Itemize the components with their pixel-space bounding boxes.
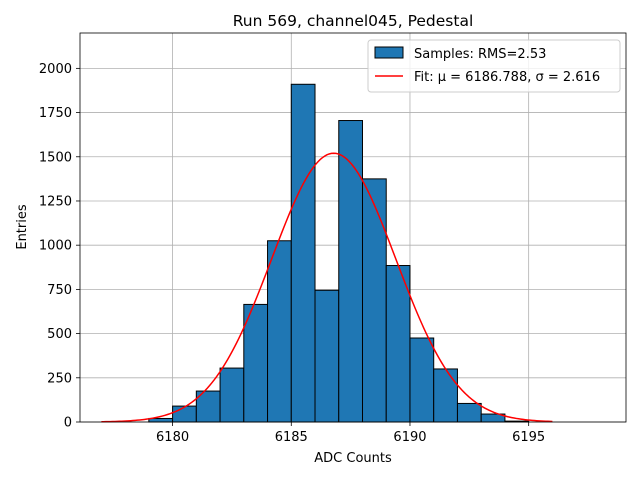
chart-title: Run 569, channel045, Pedestal xyxy=(233,12,474,30)
y-axis-label: Entries xyxy=(15,204,30,250)
histogram-bar xyxy=(290,83,316,423)
y-tick-label: 1000 xyxy=(39,239,72,254)
histogram-bar xyxy=(433,368,458,423)
y-tick-label: 750 xyxy=(47,283,72,298)
x-tick-label: 6185 xyxy=(275,430,308,445)
y-tick-label: 500 xyxy=(47,327,72,342)
histogram-bar xyxy=(219,367,245,423)
legend: Samples: RMS=2.53 Fit: μ = 6186.788, σ =… xyxy=(367,39,621,93)
legend-box xyxy=(367,39,621,93)
x-axis-label: ADC Counts xyxy=(314,451,392,466)
y-tick-label: 0 xyxy=(64,416,72,431)
histogram-bar xyxy=(456,402,482,423)
legend-samples-label: Samples: RMS=2.53 xyxy=(414,47,546,62)
histogram-bar xyxy=(361,178,387,423)
histogram-bar xyxy=(338,120,363,423)
y-tick-label: 250 xyxy=(47,371,72,386)
histogram-bar xyxy=(148,417,174,423)
histogram-bar xyxy=(314,289,340,423)
y-tick-label: 2000 xyxy=(39,62,72,77)
fit-curve xyxy=(101,152,553,423)
histogram-bar xyxy=(385,265,411,423)
plot-frame xyxy=(79,32,627,423)
y-tick-label: 1750 xyxy=(39,106,72,121)
y-tick-label: 1500 xyxy=(39,150,72,165)
x-tick-label: 6195 xyxy=(512,430,545,445)
histogram-bar xyxy=(409,337,435,423)
legend-fit-label: Fit: μ = 6186.788, σ = 2.616 xyxy=(414,70,600,85)
legend-samples-swatch xyxy=(374,46,404,59)
histogram-bar xyxy=(267,240,292,423)
y-tick-label: 1250 xyxy=(39,194,72,209)
x-tick-label: 6180 xyxy=(156,430,189,445)
histogram-bar xyxy=(243,303,269,423)
histogram-bar xyxy=(172,405,197,423)
x-tick-label: 6190 xyxy=(393,430,426,445)
